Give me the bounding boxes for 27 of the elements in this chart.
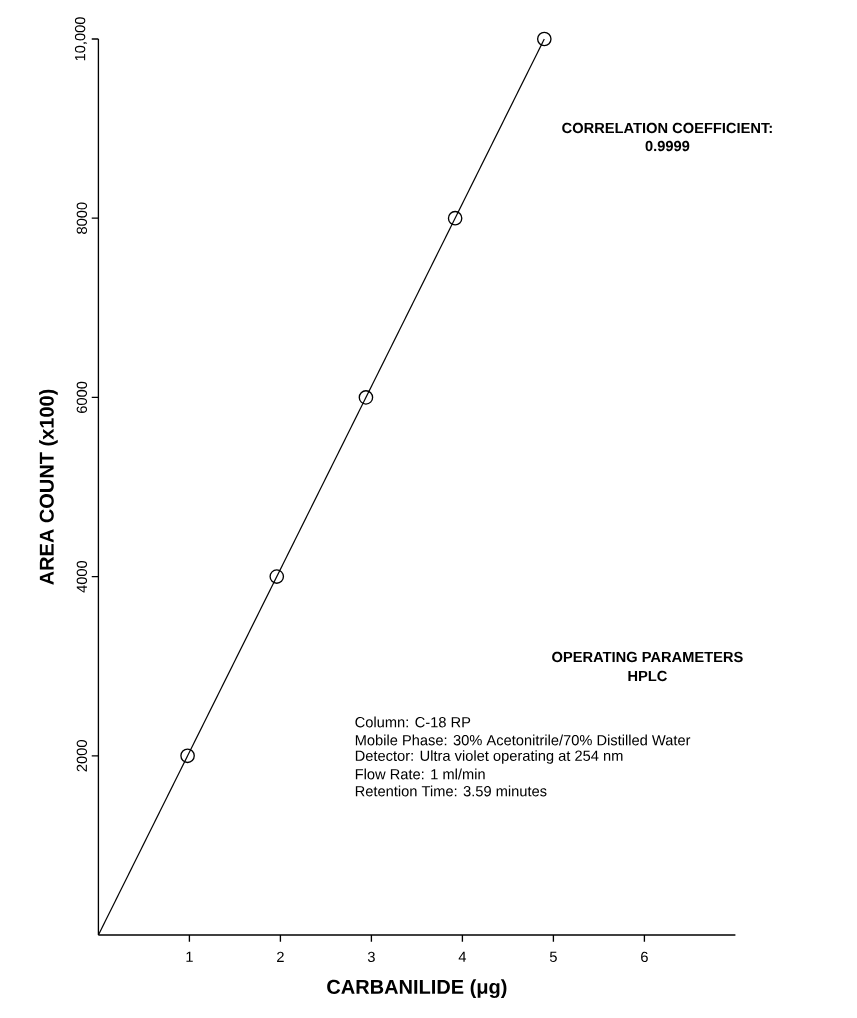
y-tick-label: 2000	[76, 740, 87, 772]
y-tick-label: 8000	[76, 202, 87, 234]
x-axis-title: CARBANILIDE (μg)	[326, 979, 507, 998]
point	[180, 748, 195, 764]
x-tick-label: 1	[186, 951, 193, 962]
y-tick-label: 10,000	[74, 17, 87, 61]
annotation: Flow Rate: 1 ml/min	[355, 768, 485, 780]
y-tick-label: 4000	[76, 560, 87, 593]
point	[447, 210, 463, 226]
x-tick-label: 2	[276, 951, 284, 962]
annotation: Column: C-18 RP	[355, 716, 470, 728]
point	[269, 569, 284, 584]
point	[358, 390, 374, 405]
point	[536, 31, 552, 47]
annotation: Retention Time: 3.59 minutes	[355, 785, 547, 797]
annotation: Detector: Ultra violet operating at 254 nm	[355, 750, 623, 764]
x-tick-label: 6	[640, 951, 648, 963]
annotation: Mobile Phase: 30% Acetonitrile/70% Distilled Water	[355, 734, 691, 746]
x-tick-label: 3	[367, 951, 375, 963]
annotation: CORRELATION COEFFICIENT:	[562, 122, 772, 134]
x-tick-label: 5	[549, 951, 557, 962]
annotation: 0.9999	[645, 140, 690, 152]
annotation: HPLC	[628, 670, 667, 682]
y-tick-label: 6000	[76, 381, 87, 413]
x-tick-label: 4	[458, 951, 466, 962]
y-axis-title: AREA COUNT (x100)	[38, 389, 58, 585]
annotation: OPERATING PARAMETERS	[551, 651, 743, 663]
